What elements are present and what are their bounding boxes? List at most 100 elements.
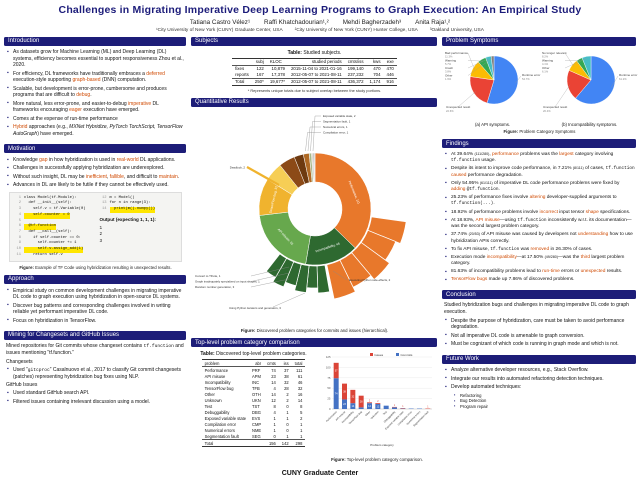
code-line: 1 class Model(tf.Module): — [14, 196, 92, 202]
bullet-item: TensorFlow bugs made up 7.86% of discove… — [444, 277, 635, 284]
code-text: def __call__(self): — [24, 229, 72, 234]
svg-text:Incompatibility, 46: Incompatibility, 46 — [315, 241, 340, 253]
line-number: 8 — [18, 235, 21, 240]
bullet-item: Filtered issues containing irrelevant di… — [6, 398, 185, 406]
code-text: class Model(tf.Module): — [24, 195, 77, 200]
section-future-work: Future Work Analyze alternative develope… — [442, 354, 636, 410]
line-number: 3 — [18, 207, 21, 212]
comparison-table-caption: Table: Discovered top-level problem cate… — [200, 351, 307, 357]
bullet-item: Analyze alternative developer resources,… — [444, 367, 635, 374]
svg-text:38: 38 — [343, 391, 346, 394]
output-line: 2 — [99, 232, 103, 238]
svg-text:Bad performance: Bad performance — [445, 51, 468, 55]
section-findings: Findings At 39.64% (111/280), performanc… — [442, 139, 636, 285]
table-row: Debuggability DBG 4 1 5 — [204, 409, 303, 415]
section-motivation: Motivation Knowledge gap in how hybridiz… — [4, 144, 186, 270]
bullet-item: To fix API misuse, tf.function was remov… — [444, 246, 635, 253]
bullet-item: Focus on hybridization in TensorFlow. — [6, 317, 185, 325]
author: Tatiana Castro Vélez¹ — [189, 18, 251, 26]
svg-text:Segmentation fault: Segmentation fault — [413, 410, 430, 427]
column-header: studied periods — [287, 57, 345, 66]
code-text: return self.v — [24, 252, 63, 257]
svg-text:50: 50 — [327, 386, 331, 390]
svg-text:23: 23 — [343, 403, 346, 406]
code-text: if self.counter == 0: — [24, 235, 81, 240]
table-row: Total 250* 19,677* 2012-05-07 to 2021-08-11… — [232, 77, 397, 86]
svg-text:Test: Test — [383, 410, 389, 416]
table-row: Numerical errors NME 1 0 1 — [204, 427, 303, 433]
svg-text:74: 74 — [335, 393, 338, 396]
sub-bullet-item: Bug Detection — [454, 398, 635, 404]
bullet-item: Advances in DL are likely to be futile i… — [6, 182, 185, 189]
code-text: self.v = tf.Variable(0) — [24, 207, 86, 212]
section-header-approach: Approach — [4, 274, 186, 284]
table-row: Compilation error CMP 1 0 1 — [204, 421, 303, 427]
mining-issues-bullets: Used standard GitHub search API.Filtered… — [6, 390, 185, 405]
svg-text:Segmentation fault, 1: Segmentation fault, 1 — [323, 119, 351, 123]
pie-incompatibility-symptoms: Runtime error 61.2% Unexpected result 20.4%… — [541, 48, 638, 127]
section-header-comparison: Top-level problem category comparison — [191, 338, 437, 347]
section-problem-symptoms: Problem Symptoms Runtime error 54.7% Unexp… — [442, 36, 638, 134]
code-text: def __init__(self): — [24, 201, 72, 206]
conclusion-lead: Studied hybridization bugs and challenge… — [444, 302, 629, 316]
svg-text:Deadlock, 2: Deadlock, 2 — [230, 165, 246, 169]
code-line: 8 if self.counter == 0: — [14, 236, 92, 242]
svg-text:3.8%: 3.8% — [445, 69, 452, 73]
left-column: Introduction As datasets grow for Machin… — [4, 36, 186, 407]
table-row: reports 167 17,378 2012-05-07 to 2021-08-11… — [235, 72, 394, 77]
column-header: kws — [366, 57, 384, 66]
section-header-mining: Mining for Changesets and GitHub Issues — [4, 330, 186, 340]
line-number: 5 — [18, 218, 21, 223]
code-pane-right: 12 m = Model() 13 for n in range(3): 14 pr… — [100, 196, 178, 259]
svg-text:8.2%: 8.2% — [542, 54, 549, 58]
authors-line: Tatiana Castro Vélez¹ Raffi Khatchadouria… — [0, 19, 640, 26]
column-header — [232, 57, 252, 66]
section-subjects: Subjects Table: Studied subjects. subj KL… — [191, 36, 437, 93]
sub-bullet-item: Refactoring — [454, 392, 635, 399]
bullet-item: Despite its intent to improve code perfo… — [444, 166, 635, 179]
affiliation: ¹City University of New York (CUNY) Grad… — [156, 27, 283, 33]
code-figure-caption: Figure: Example of TF Code using hybridi… — [19, 264, 172, 270]
line-number: 13 — [101, 201, 107, 206]
code-text: m = Model() — [109, 195, 135, 200]
future-work-bullets: Analyze alternative developer resources,… — [444, 367, 635, 390]
table-row: fixes 122 10,879 2015-11-04 to 2021-01-16 19… — [235, 66, 394, 71]
section-header-findings: Findings — [442, 139, 636, 148]
table-row: Other OTH 14 2 16 — [204, 391, 303, 397]
svg-text:TensorFlow bug, 32: TensorFlow bug, 32 — [269, 185, 279, 213]
svg-text:API misuse: API misuse — [335, 410, 346, 421]
svg-text:1.9%: 1.9% — [445, 77, 452, 81]
code-line: 12 m = Model() — [100, 196, 178, 202]
svg-text:37: 37 — [335, 370, 338, 373]
code-text: @tf.function — [24, 224, 56, 230]
poster-header: Challenges in Migrating Imperative Deep … — [0, 0, 640, 33]
comparison-header-row: problem abr cmts iss total — [201, 359, 306, 367]
poster-footer: CUNY Graduate Center — [281, 470, 359, 477]
mining-subhead-issues: GitHub Issues — [6, 382, 38, 389]
table-row: Incompatibility INC 14 32 46 — [204, 379, 303, 385]
code-text: print(m().numpy()) — [109, 207, 156, 213]
svg-text:Using Python iterators and gen: Using Python iterators and generators, 3 — [229, 306, 281, 310]
line-number: 11 — [16, 252, 21, 257]
code-text: for n in range(3): — [109, 201, 151, 206]
bullet-item: Despite the purpose of hybridization, ca… — [444, 317, 635, 331]
svg-text:Exposed variable state, 2: Exposed variable state, 2 — [323, 114, 356, 118]
code-pane-left: 1 class Model(tf.Module): 2 def __init__(… — [14, 196, 92, 259]
comparison-chart-block: 0 25 50 75 100 125 Issues Commits 74 37 Performanc… — [318, 349, 436, 462]
middle-column: Subjects Table: Studied subjects. subj KL… — [191, 36, 437, 462]
svg-text:1: 1 — [394, 405, 396, 407]
future-work-sub-bullets: RefactoringBug DetectionProgram repair — [454, 392, 635, 410]
code-line: 6 @tf.function — [14, 224, 92, 230]
line-number: 9 — [18, 241, 21, 246]
svg-text:Unexpected result: Unexpected result — [446, 105, 470, 109]
sunburst-caption: Figure: Discovered problem categories fo… — [240, 328, 389, 333]
column-header: total — [291, 359, 306, 367]
bullet-item: Execution mode incompatibility—at 17.50%… — [444, 254, 635, 268]
symptoms-figure-caption: Figure: Problem Category Symptoms — [503, 129, 576, 134]
right-column: Problem Symptoms Runtime error 54.7% Unexp… — [442, 36, 638, 410]
